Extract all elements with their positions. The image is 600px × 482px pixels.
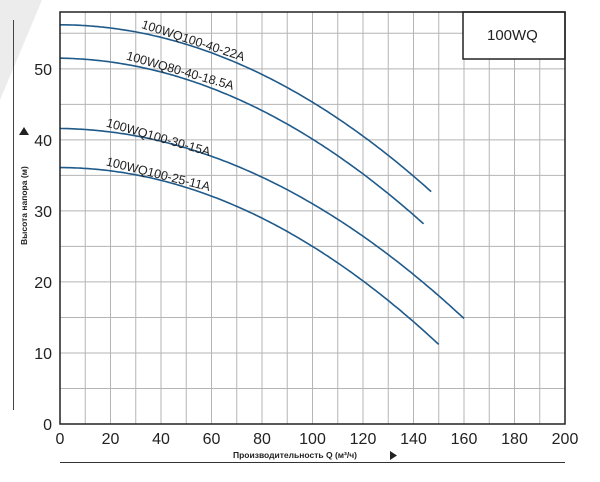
x-tick-label: 0 (56, 431, 65, 448)
y-tick-label: 20 (34, 275, 52, 292)
y-tick-label: 10 (34, 346, 52, 363)
plot-frame (59, 11, 566, 425)
x-tick-label: 200 (552, 431, 579, 448)
curve-line (60, 127, 465, 320)
x-tick-label: 20 (102, 431, 120, 448)
curve-label: 100WQ100-25-11A (105, 155, 213, 195)
decorative-wedge (0, 0, 42, 100)
left-divider-line (13, 20, 14, 410)
model-label: 100WQ (487, 27, 538, 44)
x-axis-ticks: 0 20 40 60 80 100 120 140 160 180 200 (56, 431, 579, 448)
x-tick-label: 40 (152, 431, 170, 448)
y-tick-label: 0 (43, 417, 52, 434)
y-axis-arrow-icon (19, 127, 29, 135)
curve-labels: 100WQ100-40-22A100WQ80-40-18.5A100WQ100-… (105, 17, 248, 194)
x-tick-label: 120 (350, 431, 377, 448)
y-tick-label: 50 (34, 62, 52, 79)
y-tick-label: 30 (34, 204, 52, 221)
x-tick-label: 60 (203, 431, 221, 448)
y-axis-ticks: 0 10 20 30 40 50 (34, 62, 52, 434)
x-tick-label: 140 (400, 431, 427, 448)
x-axis-title: Производительность Q (м³/ч) (233, 450, 357, 460)
curve-label: 100WQ100-30-15A (105, 116, 213, 159)
x-axis-arrow-icon (390, 451, 397, 460)
bottom-divider-line (60, 462, 565, 463)
x-tick-label: 80 (253, 431, 271, 448)
grid-lines (59, 12, 566, 425)
x-tick-label: 180 (501, 431, 528, 448)
y-axis-title: Высота напора (м) (19, 166, 29, 245)
y-tick-label: 40 (34, 133, 52, 150)
curve-line (60, 166, 440, 345)
performance-curves (60, 24, 465, 345)
curve-line (60, 57, 425, 225)
x-tick-label: 100 (299, 431, 326, 448)
curve-line (60, 24, 432, 193)
x-tick-label: 160 (451, 431, 478, 448)
